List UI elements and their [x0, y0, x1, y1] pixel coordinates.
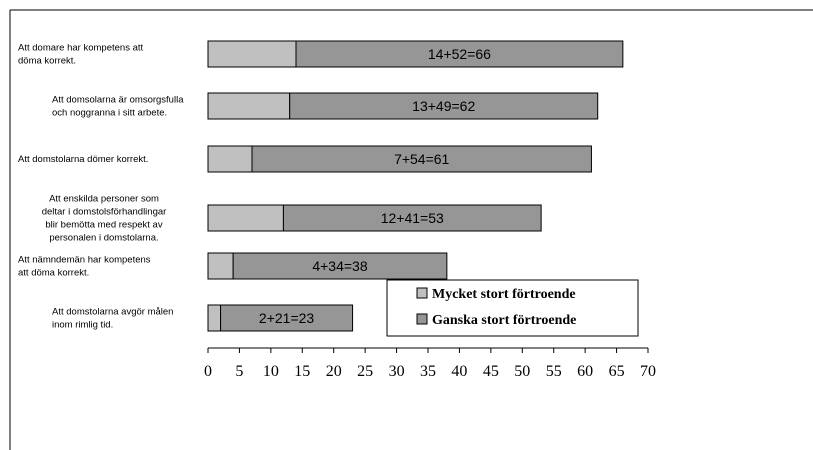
x-tick-label: 70: [640, 363, 656, 380]
data-label: 13+49=62: [412, 98, 475, 114]
x-tick-label: 0: [204, 363, 212, 380]
bar-segment-ganska: [289, 92, 599, 120]
bar-segment-mycket: [207, 92, 291, 120]
x-tick-label: 20: [326, 363, 342, 380]
legend-swatch: [416, 287, 428, 299]
category-label: och noggranna i sitt arbete.: [52, 108, 167, 119]
x-tick-label: 5: [235, 363, 243, 380]
data-label: 14+52=66: [428, 46, 491, 62]
category-label: Att domsolarna är omsorgsfulla: [52, 95, 184, 106]
data-label: 12+41=53: [381, 210, 444, 226]
x-tick-label: 30: [389, 363, 405, 380]
plot-area: Att domare har kompetens att döma korrekt…: [18, 40, 656, 380]
category-label: inom rimlig tid.: [52, 320, 113, 331]
bar-segment-mycket: [207, 40, 297, 68]
category-label: Att nämndemän har kompetens: [18, 255, 151, 266]
x-tick-label: 60: [577, 363, 593, 380]
bar-segment-mycket: [207, 252, 234, 280]
x-tick-label: 35: [420, 363, 436, 380]
bar-segment-ganska: [220, 304, 354, 332]
legend-label: Mycket stort förtroende: [432, 287, 576, 302]
bar-segment-ganska: [232, 252, 448, 280]
category-label: Att domare har kompetens att: [18, 43, 144, 54]
bar-segment-mycket: [207, 204, 284, 232]
legend-box: [386, 279, 639, 337]
data-label: 2+21=23: [259, 310, 314, 326]
legend: Mycket stort förtroende Ganska stort fört…: [386, 279, 639, 337]
x-tick-label: 50: [514, 363, 530, 380]
legend-label: Ganska stort förtroende: [432, 313, 576, 328]
data-label: 7+54=61: [394, 151, 449, 167]
category-label: döma korrekt.: [18, 56, 76, 67]
bar-segment-mycket: [207, 304, 222, 332]
x-tick-label: 40: [451, 363, 467, 380]
bar-segment-ganska: [251, 145, 592, 173]
x-tick-label: 10: [263, 363, 279, 380]
data-label: 4+34=38: [312, 258, 367, 274]
category-label: blir bemötta med respekt av: [45, 220, 162, 231]
category-label: att döma korrekt.: [18, 268, 89, 279]
category-label: Att enskilda personer som: [49, 194, 159, 205]
x-tick-label: 15: [294, 363, 310, 380]
category-label: deltar i domstolsförhandlingar: [42, 207, 167, 218]
category-label: Att domstolarna dömer korrekt.: [18, 154, 148, 165]
category-label: Att domstolarna avgör målen: [52, 307, 173, 318]
bar-segment-ganska: [295, 40, 624, 68]
category-label: personalen i domstolarna.: [49, 233, 158, 244]
legend-swatch: [416, 313, 428, 325]
x-tick-label: 45: [483, 363, 499, 380]
bar-segment-ganska: [282, 204, 542, 232]
x-tick-label: 55: [546, 363, 562, 380]
bar-segment-mycket: [207, 145, 253, 173]
x-tick-label: 25: [357, 363, 373, 380]
x-tick-label: 65: [609, 363, 625, 380]
